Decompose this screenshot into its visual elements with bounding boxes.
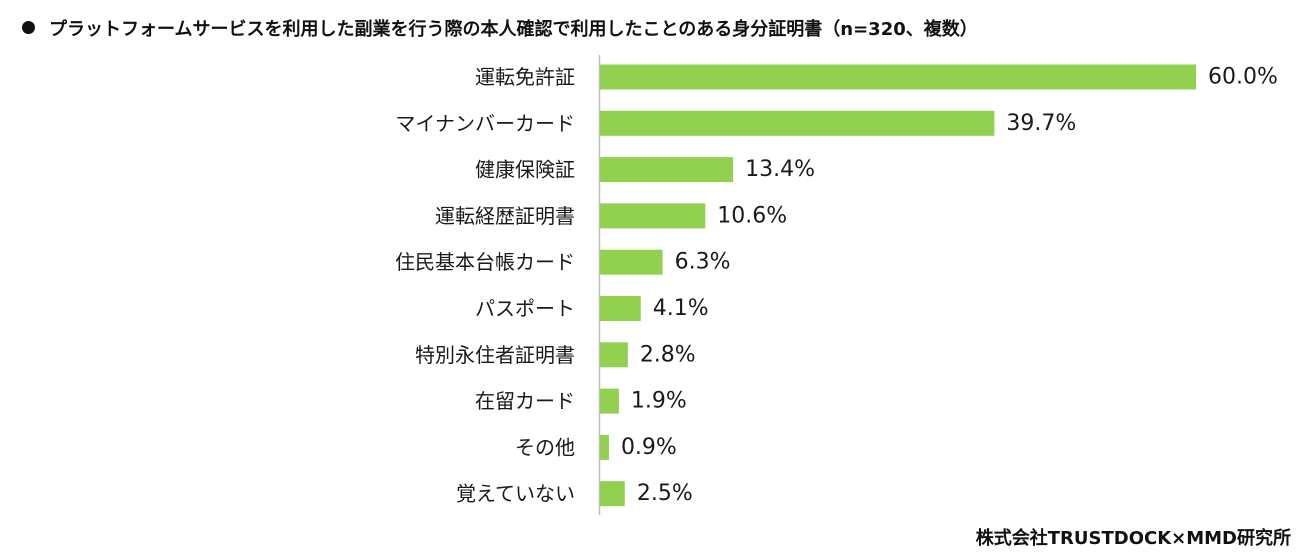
value-label: 0.9% bbox=[621, 435, 677, 460]
category-label: マイナンバーカード bbox=[395, 111, 575, 135]
category-label: パスポート bbox=[475, 297, 575, 321]
source-credit: 株式会社TRUSTDOCK×MMD研究所 bbox=[975, 528, 1291, 549]
value-labels: 60.0% 39.7% 13.4% 10.6% 6.3% 4.1% 2.8% 1.9% 0.9%… bbox=[621, 65, 1278, 507]
value-label: 6.3% bbox=[675, 250, 731, 275]
bar bbox=[600, 434, 609, 460]
bar bbox=[600, 481, 625, 507]
value-label: 13.4% bbox=[745, 157, 815, 182]
category-label: 在留カード bbox=[475, 389, 575, 413]
bar bbox=[600, 110, 995, 136]
value-label: 39.7% bbox=[1006, 111, 1076, 136]
chart-title-text: プラットフォームサービスを利用した副業を行う際の本人確認で利用したことのある身分… bbox=[49, 19, 978, 40]
chart-title: プラットフォームサービスを利用した副業を行う際の本人確認で利用したことのある身分… bbox=[22, 14, 978, 46]
category-labels: 運転免許証マイナンバーカード健康保険証運転経歴証明書住民基本台帳カードパスポート… bbox=[395, 65, 575, 506]
bar bbox=[600, 203, 706, 229]
category-label: 住民基本台帳カード bbox=[395, 250, 575, 274]
value-label: 1.9% bbox=[631, 389, 687, 414]
bar bbox=[600, 249, 663, 275]
value-label: 2.8% bbox=[640, 342, 696, 367]
value-label: 2.5% bbox=[637, 481, 693, 506]
bar bbox=[600, 388, 619, 414]
bullet-icon bbox=[22, 21, 35, 34]
bar bbox=[600, 296, 641, 321]
bars bbox=[600, 64, 1196, 507]
category-label: 覚えていない bbox=[456, 482, 575, 506]
value-label: 60.0% bbox=[1208, 65, 1278, 90]
bar bbox=[600, 157, 734, 183]
category-label: 運転免許証 bbox=[475, 65, 575, 89]
category-label: 健康保険証 bbox=[475, 158, 575, 182]
category-label: 運転経歴証明書 bbox=[435, 204, 575, 228]
value-label: 10.6% bbox=[717, 203, 787, 228]
value-label: 4.1% bbox=[653, 296, 709, 321]
category-label: その他 bbox=[515, 435, 575, 459]
category-label: 特別永住者証明書 bbox=[415, 343, 575, 367]
bar bbox=[600, 64, 1196, 90]
bar bbox=[600, 342, 628, 368]
